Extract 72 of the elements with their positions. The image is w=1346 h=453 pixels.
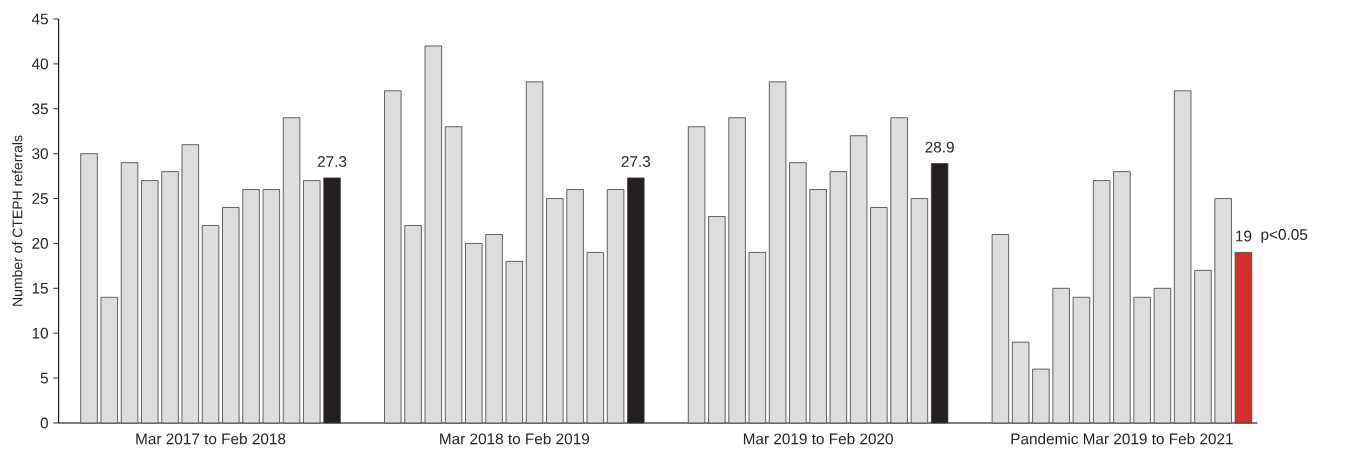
bar (1173, 90, 1192, 424)
bar (323, 177, 341, 424)
bar (465, 243, 483, 424)
text: p<0.05 (1261, 229, 1308, 243)
bar (1113, 171, 1131, 424)
x-tick-label: Mar 2018 to Feb 2019 (440, 433, 590, 445)
y-axis-title: Number of CTEPH referrals (12, 135, 23, 306)
bar (384, 90, 402, 424)
y-tick-label: 10 (32, 327, 48, 339)
bar (282, 117, 301, 424)
bar (627, 177, 645, 424)
bar (768, 81, 787, 424)
bar (991, 234, 1010, 424)
bar (1133, 296, 1151, 424)
bar (728, 117, 746, 424)
bar (748, 252, 767, 424)
bar (100, 296, 118, 424)
bar (141, 180, 159, 424)
bar (1072, 296, 1091, 424)
bar (606, 189, 625, 424)
bar (262, 189, 280, 424)
y-tick-label: 0 (40, 417, 48, 429)
data-label: 27.3 (621, 156, 651, 167)
y-tick-label: 40 (31, 58, 48, 70)
bar (181, 144, 199, 424)
bar (586, 252, 605, 424)
bar (525, 81, 544, 424)
bar (789, 162, 807, 424)
y-tick-label: 30 (32, 148, 48, 160)
y-tick-label: 20 (32, 238, 48, 249)
bar (120, 162, 139, 424)
bar (80, 153, 98, 424)
y-tick-label: 5 (40, 372, 48, 384)
x-tick-label: Mar 2017 to Feb 2018 (136, 433, 286, 445)
bar (546, 198, 564, 424)
bar (1092, 180, 1111, 424)
y-tick-label: 35 (32, 103, 48, 115)
bar (829, 171, 848, 424)
bar (890, 117, 908, 424)
bar (222, 207, 240, 424)
bar (1011, 341, 1030, 424)
bar (910, 198, 929, 424)
bar (1234, 252, 1253, 424)
bar (242, 189, 260, 424)
bar (1194, 269, 1212, 424)
bar (424, 45, 443, 424)
bar (687, 126, 706, 424)
y-tick-label: 25 (32, 193, 48, 204)
bar (444, 126, 463, 424)
bar (708, 216, 726, 424)
bar (201, 225, 220, 424)
bar (404, 225, 422, 424)
data-label: 27.3 (317, 156, 347, 167)
x-tick-label: Mar 2019 to Feb 2020 (743, 433, 893, 445)
data-label: 19 (1236, 230, 1252, 242)
bar (505, 260, 524, 424)
bar (485, 234, 503, 424)
x-tick-label: Pandemic Mar 2019 to Feb 2021 (1011, 433, 1233, 445)
bar (809, 189, 827, 424)
bar (870, 207, 888, 424)
bar (566, 189, 584, 424)
bar (1153, 287, 1172, 424)
bar (849, 135, 868, 424)
bar (303, 180, 321, 424)
data-label: 28.9 (925, 141, 954, 153)
bar (930, 163, 949, 424)
y-tick-label: 15 (32, 282, 48, 294)
bar (161, 171, 179, 424)
bar (1032, 368, 1050, 424)
y-tick-label: 45 (31, 13, 48, 25)
bar (1214, 198, 1232, 424)
bar (1052, 287, 1070, 424)
